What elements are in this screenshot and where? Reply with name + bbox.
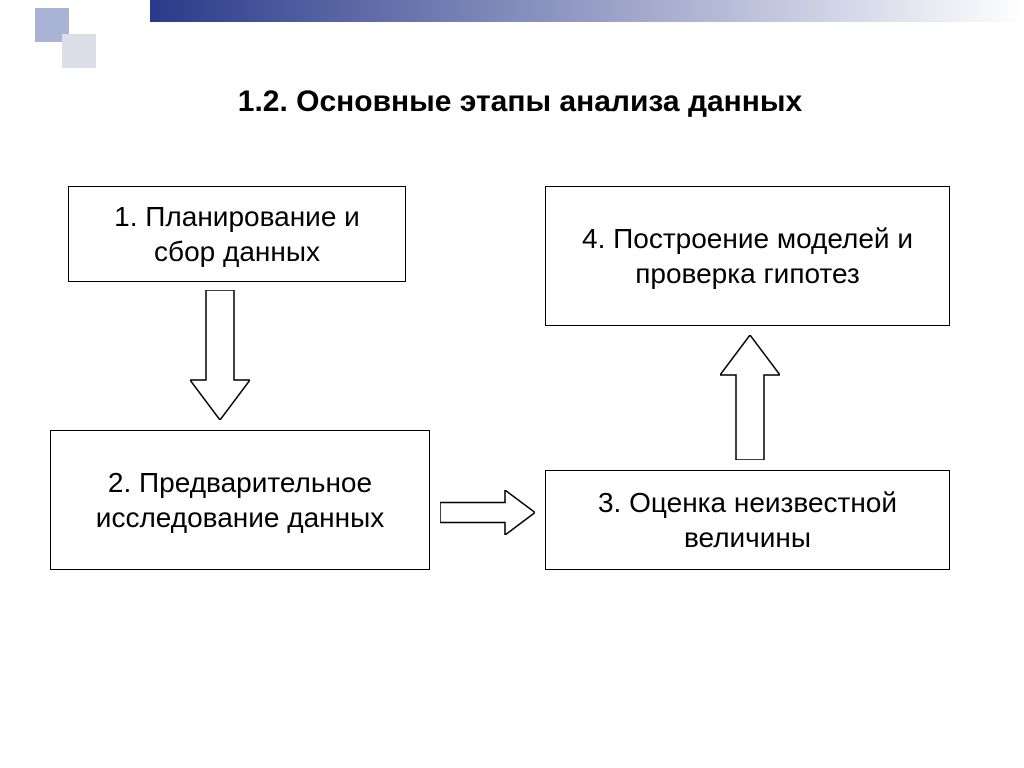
header-gradient-bar [150, 0, 1024, 22]
flow-box-step1: 1. Планирование и сбор данных [68, 186, 406, 282]
header-square-lighter [62, 34, 96, 68]
arrow-step3-to-step4 [720, 335, 780, 460]
flow-box-step2: 2. Предварительное исследование данных [50, 430, 430, 570]
slide-title: 1.2. Основные этапы анализа данных [140, 85, 900, 119]
flow-box-step4: 4. Построение моделей и проверка гипотез [545, 186, 950, 326]
slide-root: 1.2. Основные этапы анализа данных 1. Пл… [0, 0, 1024, 768]
arrow-step2-to-step3 [440, 490, 535, 535]
arrow-step1-to-step2 [190, 290, 250, 420]
flow-box-step3: 3. Оценка неизвестной величины [545, 470, 950, 570]
